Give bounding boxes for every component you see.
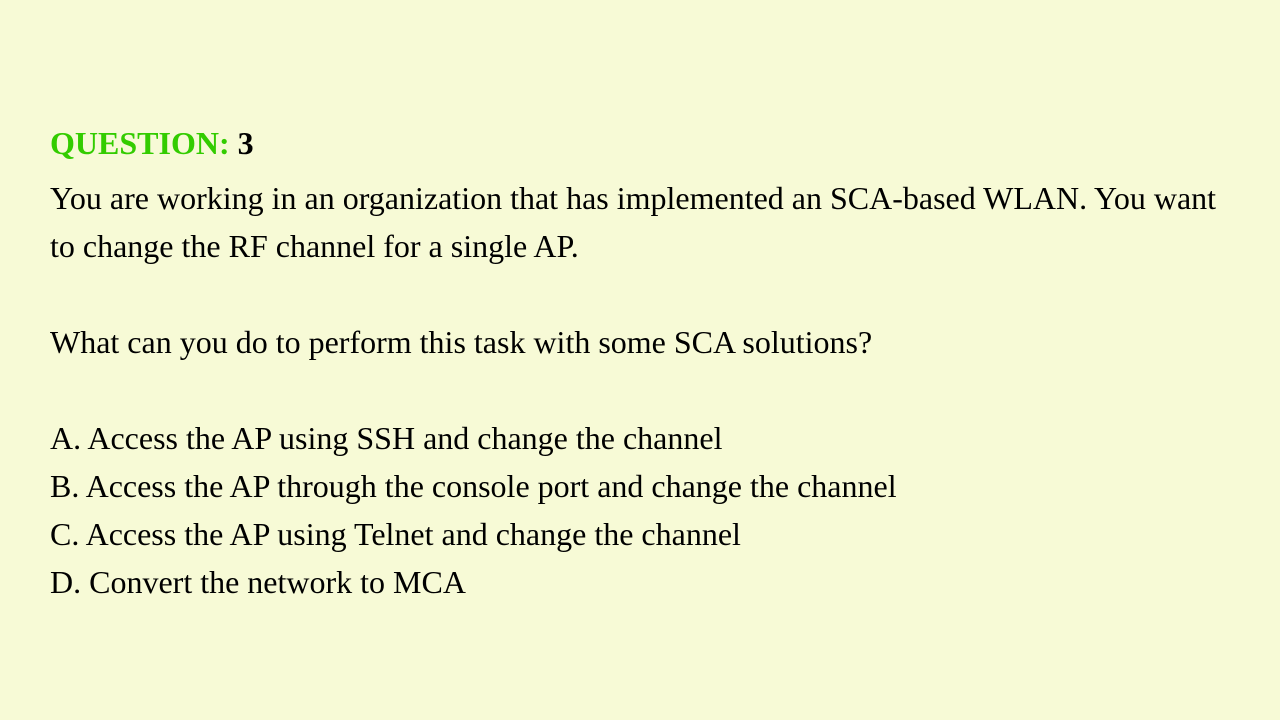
question-header: QUESTION: 3 [50,125,1230,162]
question-number: 3 [238,125,254,161]
question-context: You are working in an organization that … [50,174,1230,270]
option-d: D. Convert the network to MCA [50,558,1230,606]
option-b: B. Access the AP through the console por… [50,462,1230,510]
option-a: A. Access the AP using SSH and change th… [50,414,1230,462]
question-label: QUESTION: [50,125,230,161]
option-c: C. Access the AP using Telnet and change… [50,510,1230,558]
answer-options: A. Access the AP using SSH and change th… [50,414,1230,606]
question-prompt: What can you do to perform this task wit… [50,318,1230,366]
